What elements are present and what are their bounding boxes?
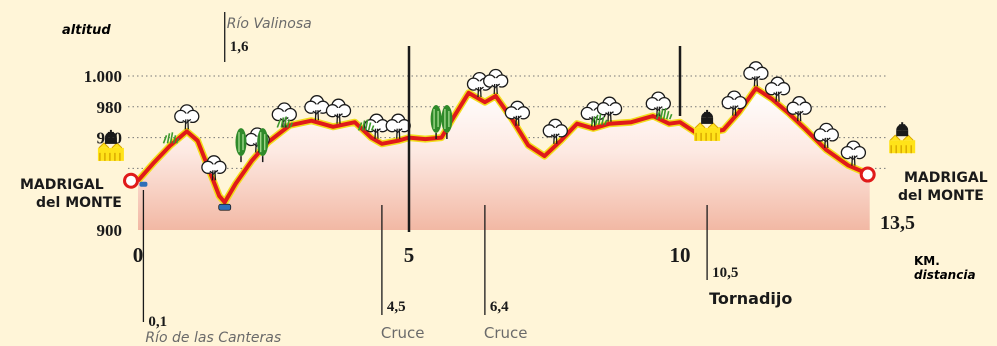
- y-tick-label: 1.000: [84, 67, 122, 86]
- village-icon: [693, 109, 721, 142]
- y-tick-label: 960: [97, 129, 123, 148]
- waypoint-km: 10,5: [712, 265, 738, 281]
- tree-icon: [743, 61, 769, 87]
- waypoint-km: 6,4: [490, 299, 509, 315]
- end-town-line2: del MONTE: [898, 188, 984, 204]
- profile-area: [135, 84, 872, 230]
- tree-icon: [304, 95, 330, 121]
- x-axis-label: distancia: [914, 268, 976, 282]
- x-tick-label: 10: [670, 243, 691, 267]
- waypoint-km: 1,6: [230, 39, 249, 55]
- x-end-label: 13,5: [880, 212, 915, 234]
- route-line: [136, 86, 871, 205]
- start-marker: [123, 172, 139, 189]
- waypoint-name: Cruce: [381, 324, 425, 342]
- y-axis-label: altitud: [62, 23, 111, 38]
- fountain-icon: [218, 203, 232, 211]
- village-icon: [888, 121, 916, 154]
- y-tick-label: 900: [97, 221, 123, 240]
- waypoint-km: 0,1: [148, 314, 167, 330]
- vegetation-decoration: [97, 61, 916, 211]
- waypoint-name: Tornadijo: [709, 289, 792, 308]
- waypoint-km: 4,5: [387, 299, 406, 315]
- poplar-icon: [234, 127, 248, 163]
- x-axis-unit: KM.: [914, 254, 940, 268]
- axis-ticks: 900 960 980 1.000 0 5 10: [84, 46, 691, 267]
- end-town-line1: MADRIGAL: [904, 170, 988, 186]
- y-tick-label: 980: [97, 98, 123, 117]
- waypoint-name: Río Valinosa: [227, 16, 312, 32]
- tree-icon: [325, 98, 352, 125]
- waypoint-name: Río de las Canteras: [145, 330, 281, 342]
- start-town-line1: MADRIGAL: [20, 177, 104, 193]
- tree-icon: [174, 104, 200, 131]
- x-tick-label: 5: [404, 243, 415, 267]
- start-town-line2: del MONTE: [36, 195, 122, 211]
- fountain-icon: [139, 181, 148, 187]
- end-marker: [859, 166, 876, 183]
- x-tick-label: 0: [133, 243, 144, 267]
- waypoint-name: Cruce: [484, 324, 528, 342]
